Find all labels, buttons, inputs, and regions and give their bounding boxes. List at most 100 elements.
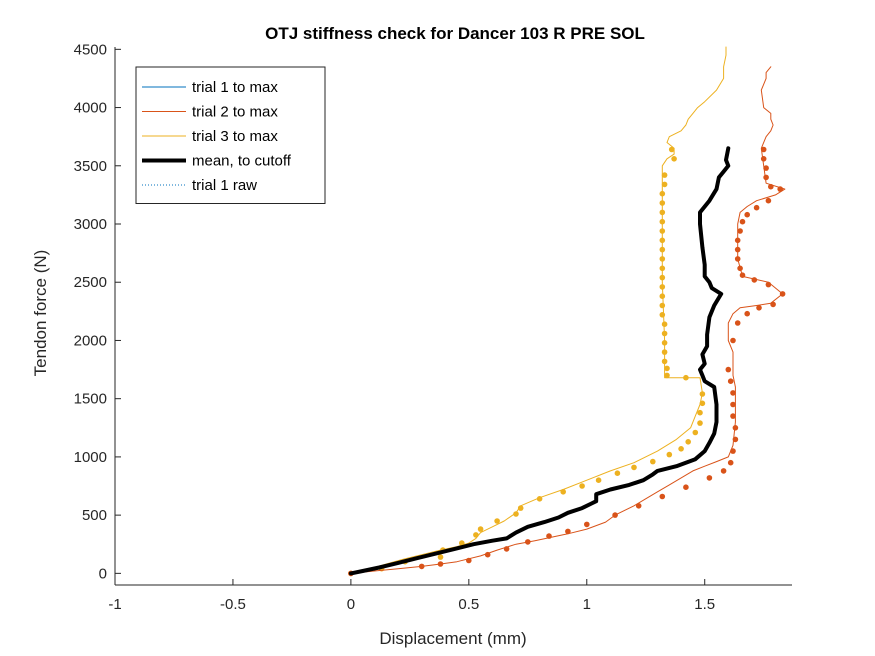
x-tick-label: 1.5 (694, 596, 715, 613)
data-point-trial-2-to-max (730, 337, 736, 344)
data-point-trial-3-to-max (659, 265, 666, 272)
data-point-trial-3-to-max (579, 483, 585, 489)
y-tick-label: 500 (82, 507, 107, 524)
data-point-trial-3-to-max (659, 293, 666, 300)
series-line-mean-to-cutoff (348, 146, 731, 576)
data-point-trial-3-to-max (650, 458, 656, 465)
data-point-trial-3-to-max (631, 464, 637, 471)
data-point-trial-2-to-max (779, 291, 786, 297)
data-point-trial-2-to-max (727, 459, 734, 466)
data-point-trial-2-to-max (732, 436, 739, 443)
data-point-trial-3-to-max (494, 518, 500, 524)
data-point-trial-2-to-max (706, 475, 713, 481)
data-point-trial-2-to-max (503, 546, 510, 552)
data-point-trial-2-to-max (725, 366, 732, 373)
data-point-trial-3-to-max (661, 349, 668, 355)
data-point-trial-3-to-max (666, 451, 673, 458)
data-point-trial-3-to-max (560, 489, 566, 495)
y-tick-label: 4500 (74, 41, 107, 58)
data-point-trial-3-to-max (678, 446, 684, 452)
data-point-trial-3-to-max (683, 374, 689, 381)
data-point-trial-3-to-max (661, 321, 668, 328)
data-point-trial-3-to-max (595, 477, 602, 484)
series-line-trial-2-to-max (350, 66, 786, 574)
data-point-trial-3-to-max (513, 511, 519, 517)
data-point-trial-2-to-max (744, 211, 750, 218)
y-tick-label: 1000 (74, 449, 107, 466)
data-point-trial-2-to-max (739, 272, 746, 279)
x-tick-label: -1 (108, 596, 121, 613)
data-point-trial-2-to-max (744, 310, 750, 317)
data-point-trial-2-to-max (753, 204, 760, 211)
data-point-trial-3-to-max (661, 340, 668, 346)
data-point-trial-3-to-max (614, 470, 621, 477)
chart-title: OTJ stiffness check for Dancer 103 R PRE… (265, 24, 645, 43)
data-point-trial-2-to-max (768, 183, 774, 190)
data-point-trial-3-to-max (659, 200, 666, 206)
y-tick-label: 3500 (74, 158, 107, 175)
data-point-trial-2-to-max (777, 186, 783, 192)
data-point-trial-2-to-max (635, 503, 642, 509)
data-point-trial-2-to-max (546, 533, 552, 539)
plot-area (348, 46, 786, 577)
data-point-trial-3-to-max (659, 246, 666, 253)
data-point-trial-2-to-max (565, 528, 571, 535)
data-point-trial-3-to-max (664, 365, 670, 372)
data-point-trial-2-to-max (770, 301, 776, 308)
data-point-trial-3-to-max (659, 274, 666, 281)
data-point-trial-3-to-max (664, 372, 670, 379)
legend-label: trial 1 raw (192, 177, 257, 194)
data-point-trial-3-to-max (661, 330, 668, 337)
data-point-trial-2-to-max (737, 265, 743, 272)
data-point-trial-2-to-max (584, 521, 590, 528)
y-tick-label: 3000 (74, 216, 107, 233)
x-tick-label: 0 (347, 596, 355, 613)
data-point-trial-3-to-max (459, 540, 465, 546)
data-point-trial-2-to-max (727, 378, 734, 385)
data-point-trial-2-to-max (751, 277, 758, 283)
data-point-trial-3-to-max (659, 302, 666, 309)
data-point-trial-2-to-max (612, 512, 618, 518)
legend-label: trial 2 to max (192, 104, 278, 121)
data-point-trial-3-to-max (685, 439, 691, 445)
data-point-trial-2-to-max (418, 563, 425, 570)
legend-label: trial 1 to max (192, 79, 278, 96)
data-point-trial-3-to-max (659, 190, 666, 197)
data-point-trial-3-to-max (473, 532, 479, 538)
data-point-trial-3-to-max (699, 391, 706, 397)
data-point-trial-2-to-max (734, 256, 741, 262)
data-point-trial-2-to-max (730, 401, 736, 408)
x-axis-label: Displacement (mm) (379, 629, 526, 648)
data-point-trial-3-to-max (659, 312, 666, 318)
data-point-trial-2-to-max (683, 484, 689, 491)
legend-label: mean, to cutoff (192, 153, 292, 170)
data-point-trial-3-to-max (661, 358, 668, 365)
data-point-trial-2-to-max (737, 228, 743, 234)
data-point-trial-3-to-max (668, 146, 675, 153)
data-point-trial-3-to-max (659, 209, 666, 216)
data-point-trial-3-to-max (659, 237, 666, 244)
data-point-trial-2-to-max (730, 413, 736, 419)
data-point-trial-2-to-max (437, 561, 444, 567)
data-point-trial-2-to-max (732, 425, 739, 431)
data-point-trial-3-to-max (699, 400, 706, 407)
data-point-trial-2-to-max (659, 493, 666, 500)
data-point-trial-2-to-max (734, 237, 741, 244)
y-tick-label: 0 (99, 565, 107, 582)
data-point-trial-2-to-max (756, 305, 762, 311)
data-point-trial-2-to-max (760, 156, 767, 162)
y-tick-label: 4000 (74, 100, 107, 117)
data-point-trial-3-to-max (659, 228, 666, 234)
data-point-trial-2-to-max (765, 197, 772, 204)
x-tick-label: 1 (583, 596, 591, 613)
axes: -1 -0.5 0 0.5 1 1.5 0 500 1000 1500 2000 2500 3000 35… (74, 41, 792, 613)
y-tick-label: 1500 (74, 391, 107, 408)
data-point-trial-3-to-max (536, 496, 543, 502)
data-point-trial-3-to-max (697, 409, 703, 416)
data-point-trial-3-to-max (697, 420, 703, 426)
data-point-trial-3-to-max (659, 256, 666, 262)
data-point-trial-2-to-max (720, 468, 727, 474)
data-point-trial-3-to-max (477, 526, 484, 532)
data-point-trial-2-to-max (760, 146, 767, 153)
